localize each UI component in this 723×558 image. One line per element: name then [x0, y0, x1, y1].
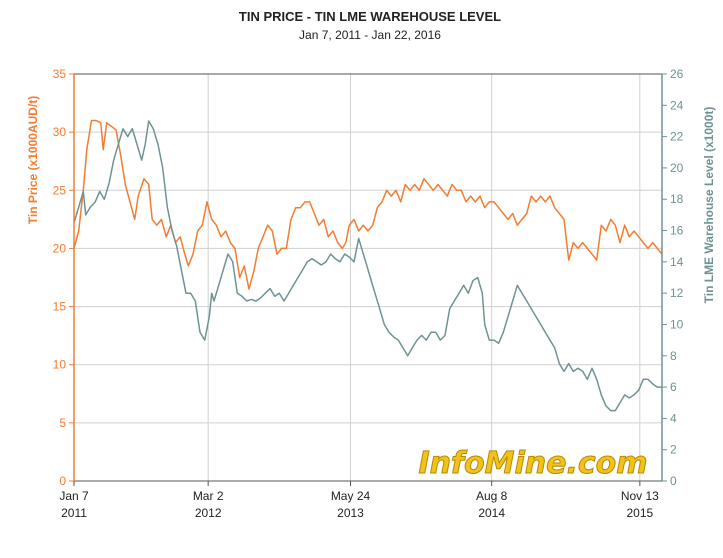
right-tick-label: 26 — [670, 67, 684, 81]
svg-text:InfoMine.com: InfoMine.com — [418, 446, 647, 481]
chart-title: TIN PRICE - TIN LME WAREHOUSE LEVEL — [239, 9, 501, 24]
right-tick-label: 4 — [670, 411, 677, 425]
right-tick-label: 6 — [670, 380, 677, 394]
left-axis-ticks: 0 5 10 15 20 25 30 35 — [53, 67, 74, 488]
plot-frame — [73, 73, 663, 482]
chart-subtitle: Jan 7, 2011 - Jan 22, 2016 — [299, 28, 441, 42]
left-tick-label: 5 — [59, 416, 66, 430]
right-tick-label: 8 — [670, 349, 677, 363]
right-tick-label: 20 — [670, 161, 684, 175]
right-tick-label: 22 — [670, 130, 684, 144]
right-tick-label: 12 — [670, 286, 684, 300]
tin-price-line — [73, 119, 663, 290]
left-tick-label: 30 — [53, 125, 67, 139]
right-tick-label: 18 — [670, 192, 684, 206]
x-tick-label: May 24 — [331, 489, 371, 503]
series-lines — [73, 119, 663, 412]
left-tick-label: 0 — [59, 474, 66, 488]
left-axis-label: Tin Price (x1000AUD/t) — [26, 96, 40, 225]
left-tick-label: 20 — [53, 241, 67, 255]
right-tick-label: 14 — [670, 255, 684, 269]
left-tick-label: 10 — [53, 358, 67, 372]
x-tick-year: 2015 — [626, 506, 653, 520]
x-tick-year: 2013 — [337, 506, 364, 520]
right-tick-label: 10 — [670, 317, 684, 331]
grid-lines — [73, 73, 662, 482]
x-tick-year: 2014 — [478, 506, 505, 520]
left-tick-label: 15 — [53, 300, 67, 314]
right-axis-label: Tin LME Warehouse Level (x1000t) — [702, 107, 716, 304]
left-tick-label: 25 — [53, 183, 67, 197]
left-tick-label: 35 — [53, 67, 67, 81]
right-tick-label: 2 — [670, 443, 677, 457]
right-tick-label: 16 — [670, 224, 684, 238]
watermark-logo: InfoMine.com — [418, 446, 648, 482]
x-tick-label: Mar 2 — [193, 489, 224, 503]
x-tick-year: 2011 — [61, 506, 87, 520]
warehouse-level-line — [73, 120, 662, 412]
x-tick-label: Nov 13 — [621, 489, 659, 503]
x-axis-ticks: Jan 7 2011 Mar 2 2012 May 24 2013 Aug 8 2014 Nov… — [59, 481, 659, 520]
x-tick-year: 2012 — [195, 506, 222, 520]
x-tick-label: Aug 8 — [476, 489, 508, 503]
x-tick-label: Jan 7 — [59, 489, 89, 503]
right-tick-label: 0 — [670, 474, 677, 488]
right-tick-label: 24 — [670, 98, 684, 112]
